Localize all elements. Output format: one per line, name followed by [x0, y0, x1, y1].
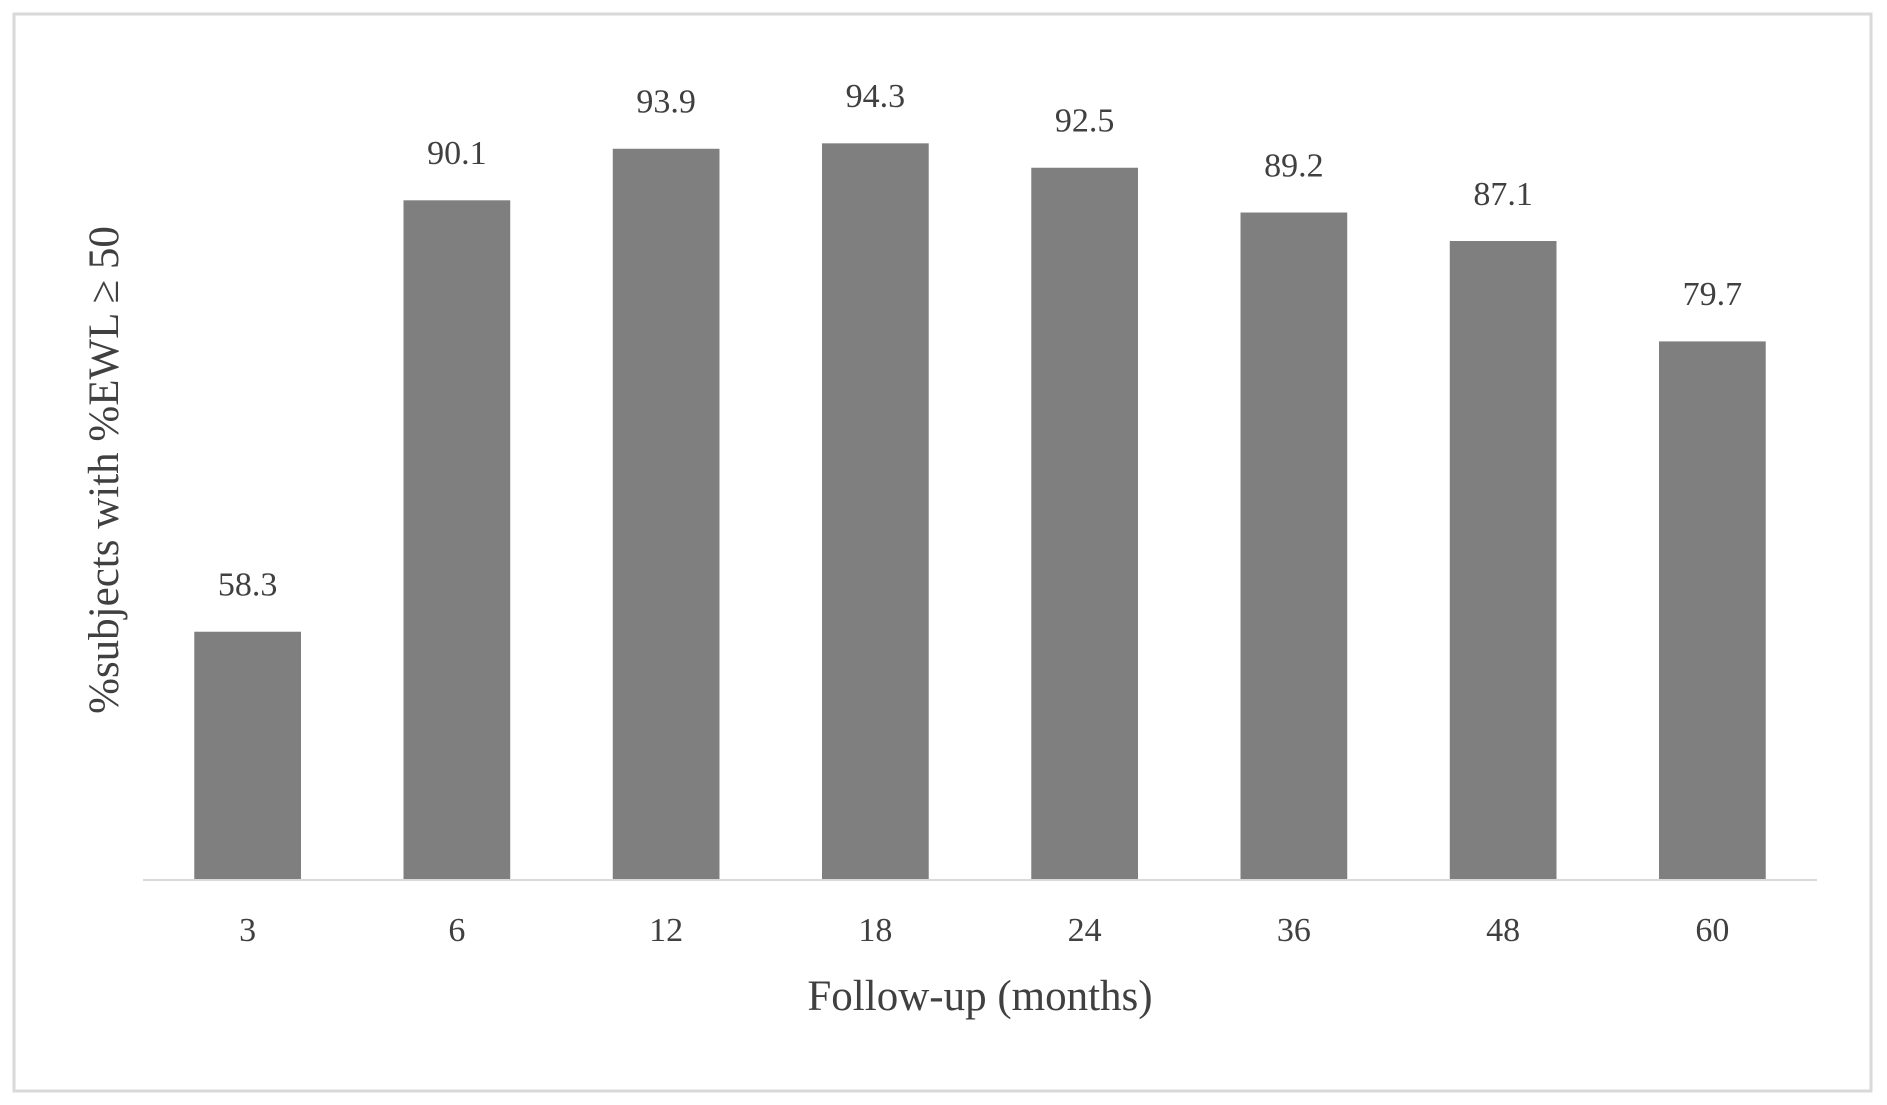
chart-frame	[12, 12, 1873, 1093]
bar	[194, 631, 301, 880]
x-tick-label: 36	[1277, 912, 1311, 949]
bar	[612, 148, 720, 881]
value-label: 79.7	[1683, 276, 1743, 313]
x-tick-label: 24	[1068, 912, 1102, 949]
y-axis-title: %subjects with %EWL ≥ 50	[81, 226, 128, 714]
value-label: 94.3	[846, 78, 906, 115]
bar	[1659, 341, 1766, 880]
bar	[403, 200, 511, 880]
value-label: 90.1	[427, 135, 487, 172]
value-label: 93.9	[636, 84, 696, 121]
x-axis-title: Follow-up (months)	[807, 973, 1152, 1020]
x-tick-label: 6	[448, 912, 465, 949]
value-label: 58.3	[218, 567, 278, 604]
x-tick-label: 18	[858, 912, 892, 949]
bar	[1240, 212, 1348, 880]
value-label: 92.5	[1055, 103, 1115, 140]
value-label: 87.1	[1473, 176, 1533, 213]
x-tick-label: 48	[1486, 912, 1520, 949]
x-tick-label: 12	[649, 912, 683, 949]
bar	[1031, 167, 1138, 880]
x-tick-label: 60	[1695, 912, 1729, 949]
bar	[1449, 241, 1557, 880]
value-label: 89.2	[1264, 147, 1324, 184]
x-tick-label: 3	[239, 912, 256, 949]
bar	[822, 143, 929, 880]
